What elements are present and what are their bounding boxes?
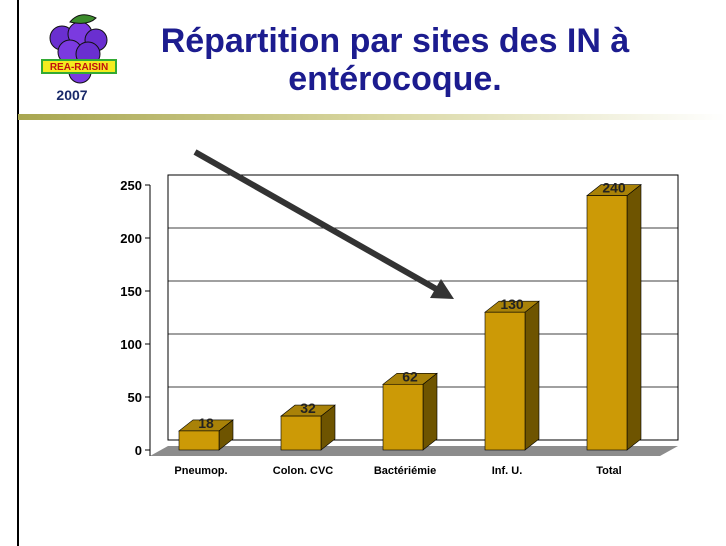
bar [382, 383, 424, 451]
value-label: 18 [198, 415, 214, 431]
value-label: 32 [300, 400, 316, 416]
bar-side [422, 372, 438, 451]
header-rule [18, 114, 726, 120]
bar [586, 195, 628, 451]
logo: REA-RAISIN 2007 [41, 14, 117, 103]
y-tick-label: 250 [120, 178, 142, 193]
bar [178, 430, 220, 451]
chart: 0 50 100 150 200 250 Pneumop. 18 Colon. CVC 32 Bac… [120, 174, 679, 477]
x-tick-label: Total [596, 465, 621, 477]
bar [280, 415, 322, 451]
y-tick-label: 50 [128, 390, 142, 405]
bar-side [524, 300, 540, 451]
arrow [193, 149, 454, 299]
y-tick-label: 100 [120, 337, 142, 352]
value-label: 62 [402, 368, 418, 384]
y-tick-label: 200 [120, 231, 142, 246]
y-tick-label: 0 [135, 443, 142, 458]
value-label: 130 [500, 296, 524, 312]
logo-year: 2007 [56, 87, 87, 103]
x-tick-label: Inf. U. [492, 465, 523, 477]
slide-title: Répartition par sites des IN à entérocoq… [160, 22, 630, 98]
value-label: 240 [602, 180, 626, 196]
bar-side [626, 183, 642, 451]
logo-text: REA-RAISIN [50, 62, 108, 73]
bar [484, 311, 526, 451]
x-tick-label: Pneumop. [174, 465, 227, 477]
y-tick-label: 150 [120, 284, 142, 299]
x-tick-label: Bactériémie [374, 465, 436, 477]
x-tick-label: Colon. CVC [273, 465, 334, 477]
